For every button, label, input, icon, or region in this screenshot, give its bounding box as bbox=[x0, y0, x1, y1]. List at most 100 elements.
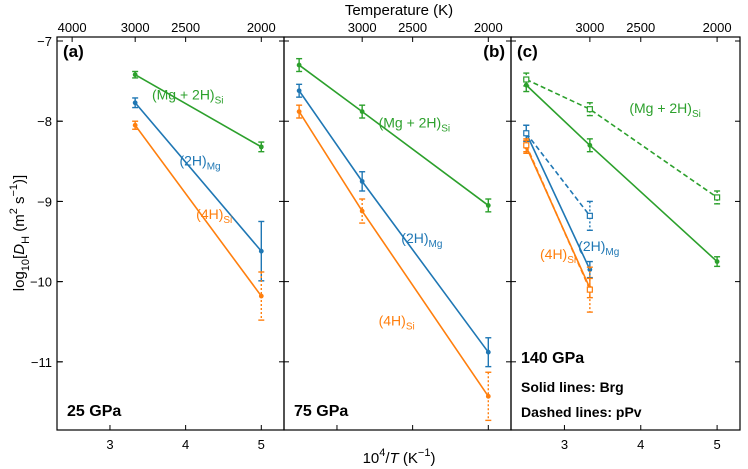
top-tick-label: 2500 bbox=[398, 20, 427, 35]
panel-label: (b) bbox=[483, 42, 505, 61]
x-tick-label: 5 bbox=[258, 437, 265, 452]
panel-frame bbox=[510, 36, 741, 431]
series-label: (Mg + 2H)Si bbox=[152, 87, 224, 107]
data-point bbox=[359, 109, 365, 114]
y-tick-label: −10 bbox=[30, 275, 52, 290]
x-title-part: T bbox=[390, 450, 401, 467]
y-tick-label: −11 bbox=[31, 355, 52, 370]
top-tick-label: 2500 bbox=[171, 20, 200, 35]
series-line bbox=[134, 102, 262, 252]
series-line bbox=[298, 64, 489, 207]
data-point bbox=[132, 122, 138, 128]
y-title-sup: −1 bbox=[8, 184, 20, 197]
x-title-part: 10 bbox=[363, 450, 380, 467]
top-tick-label: 2000 bbox=[247, 20, 276, 35]
series-label-sub: Si bbox=[692, 109, 701, 120]
data-point bbox=[586, 286, 593, 293]
series-line bbox=[525, 78, 718, 199]
x-axis-title: 104/T (K−1) bbox=[363, 447, 436, 467]
series-label-sub: Si bbox=[406, 322, 415, 333]
x-tick-label: 4 bbox=[182, 437, 189, 452]
data-point bbox=[258, 248, 264, 254]
data-point bbox=[523, 142, 530, 149]
series-label: (Mg + 2H)Si bbox=[629, 100, 701, 120]
y-axis-title: log10[DH (m2 s−1)] bbox=[8, 175, 32, 291]
panel-frame bbox=[283, 36, 512, 431]
data-point bbox=[258, 144, 264, 150]
series-label-base: (4H) bbox=[196, 206, 223, 222]
top-tick-label: 2500 bbox=[626, 20, 655, 35]
note-label: Solid lines: Brg bbox=[521, 379, 624, 395]
data-point bbox=[587, 267, 593, 272]
series-label-sub: Si bbox=[215, 96, 224, 107]
y-title-part: (m bbox=[11, 214, 28, 236]
data-point bbox=[714, 259, 720, 264]
series-label-sub: Mg bbox=[207, 161, 221, 172]
y-tick-label: −7 bbox=[37, 34, 52, 49]
data-point bbox=[485, 203, 491, 208]
x-tick-label: 3 bbox=[561, 437, 568, 452]
y-tick-label: −9 bbox=[37, 194, 52, 209]
series-label: (2H)Mg bbox=[179, 152, 220, 172]
data-point bbox=[132, 72, 138, 78]
top-axis-title: Temperature (K) bbox=[345, 2, 453, 19]
series-label-sub: Mg bbox=[605, 247, 619, 258]
x-tick-label: 4 bbox=[637, 437, 644, 452]
x-title-part: / bbox=[385, 450, 390, 467]
data-point bbox=[296, 88, 302, 94]
panel-3: 3 4 5 3000 2500 2000 (c) 140 GPa Solid lines: Br… bbox=[510, 20, 741, 452]
y-tick-label: −8 bbox=[37, 114, 52, 129]
y-title-sub: 10 bbox=[20, 259, 32, 271]
data-point bbox=[523, 76, 530, 83]
y-title-sup: 2 bbox=[8, 208, 20, 214]
series-line bbox=[134, 74, 262, 148]
series-label-base: (Mg + 2H) bbox=[379, 115, 442, 131]
x-title-part: (K bbox=[399, 450, 418, 467]
series-label: (4H)Si bbox=[196, 206, 232, 226]
series-label-base: (4H) bbox=[379, 313, 406, 329]
series-label: (4H)Si bbox=[540, 246, 576, 266]
series-label-sub: Si bbox=[567, 255, 576, 266]
series-line bbox=[134, 124, 262, 297]
data-point bbox=[296, 109, 302, 114]
data-point bbox=[296, 62, 302, 68]
series-label-base: (2H) bbox=[179, 152, 206, 168]
series-label-base: (2H) bbox=[401, 230, 428, 246]
data-point bbox=[713, 194, 721, 201]
series-line bbox=[298, 111, 489, 397]
data-point bbox=[485, 349, 491, 355]
data-point bbox=[359, 208, 365, 214]
series-label-sub: Mg bbox=[429, 239, 443, 250]
top-tick-label: 2000 bbox=[703, 20, 732, 35]
y-title-part: [ bbox=[11, 254, 28, 259]
series-line bbox=[525, 132, 591, 217]
series-label-base: (Mg + 2H) bbox=[629, 100, 692, 116]
top-tick-label: 3000 bbox=[575, 20, 604, 35]
x-tick-label: 5 bbox=[713, 437, 720, 452]
data-point bbox=[586, 212, 593, 219]
top-tick-label: 2000 bbox=[474, 20, 503, 35]
x-title-sup: 4 bbox=[379, 447, 385, 459]
x-title-sup: −1 bbox=[418, 447, 431, 459]
series-line bbox=[525, 132, 591, 270]
pressure-label: 75 GPa bbox=[294, 403, 348, 420]
pressure-label: 25 GPa bbox=[67, 403, 121, 420]
y-title-sub: H bbox=[20, 236, 32, 244]
data-point bbox=[132, 100, 138, 106]
data-point bbox=[523, 130, 530, 137]
y-title-part: log bbox=[11, 271, 28, 291]
series-label-sub: Si bbox=[223, 215, 232, 226]
note-label: Dashed lines: pPv bbox=[521, 404, 642, 420]
data-point bbox=[586, 106, 593, 113]
data-point bbox=[258, 293, 264, 299]
series-label-base: (2H) bbox=[578, 238, 605, 254]
y-title-part: s bbox=[11, 197, 28, 209]
series-label: (2H)Mg bbox=[401, 230, 442, 250]
series-label-base: (4H) bbox=[540, 246, 567, 262]
panel-label: (c) bbox=[517, 42, 538, 61]
data-point bbox=[587, 142, 593, 148]
panel-label: (a) bbox=[63, 42, 84, 61]
top-tick-label: 3000 bbox=[348, 20, 377, 35]
series-label: (2H)Mg bbox=[578, 238, 619, 258]
